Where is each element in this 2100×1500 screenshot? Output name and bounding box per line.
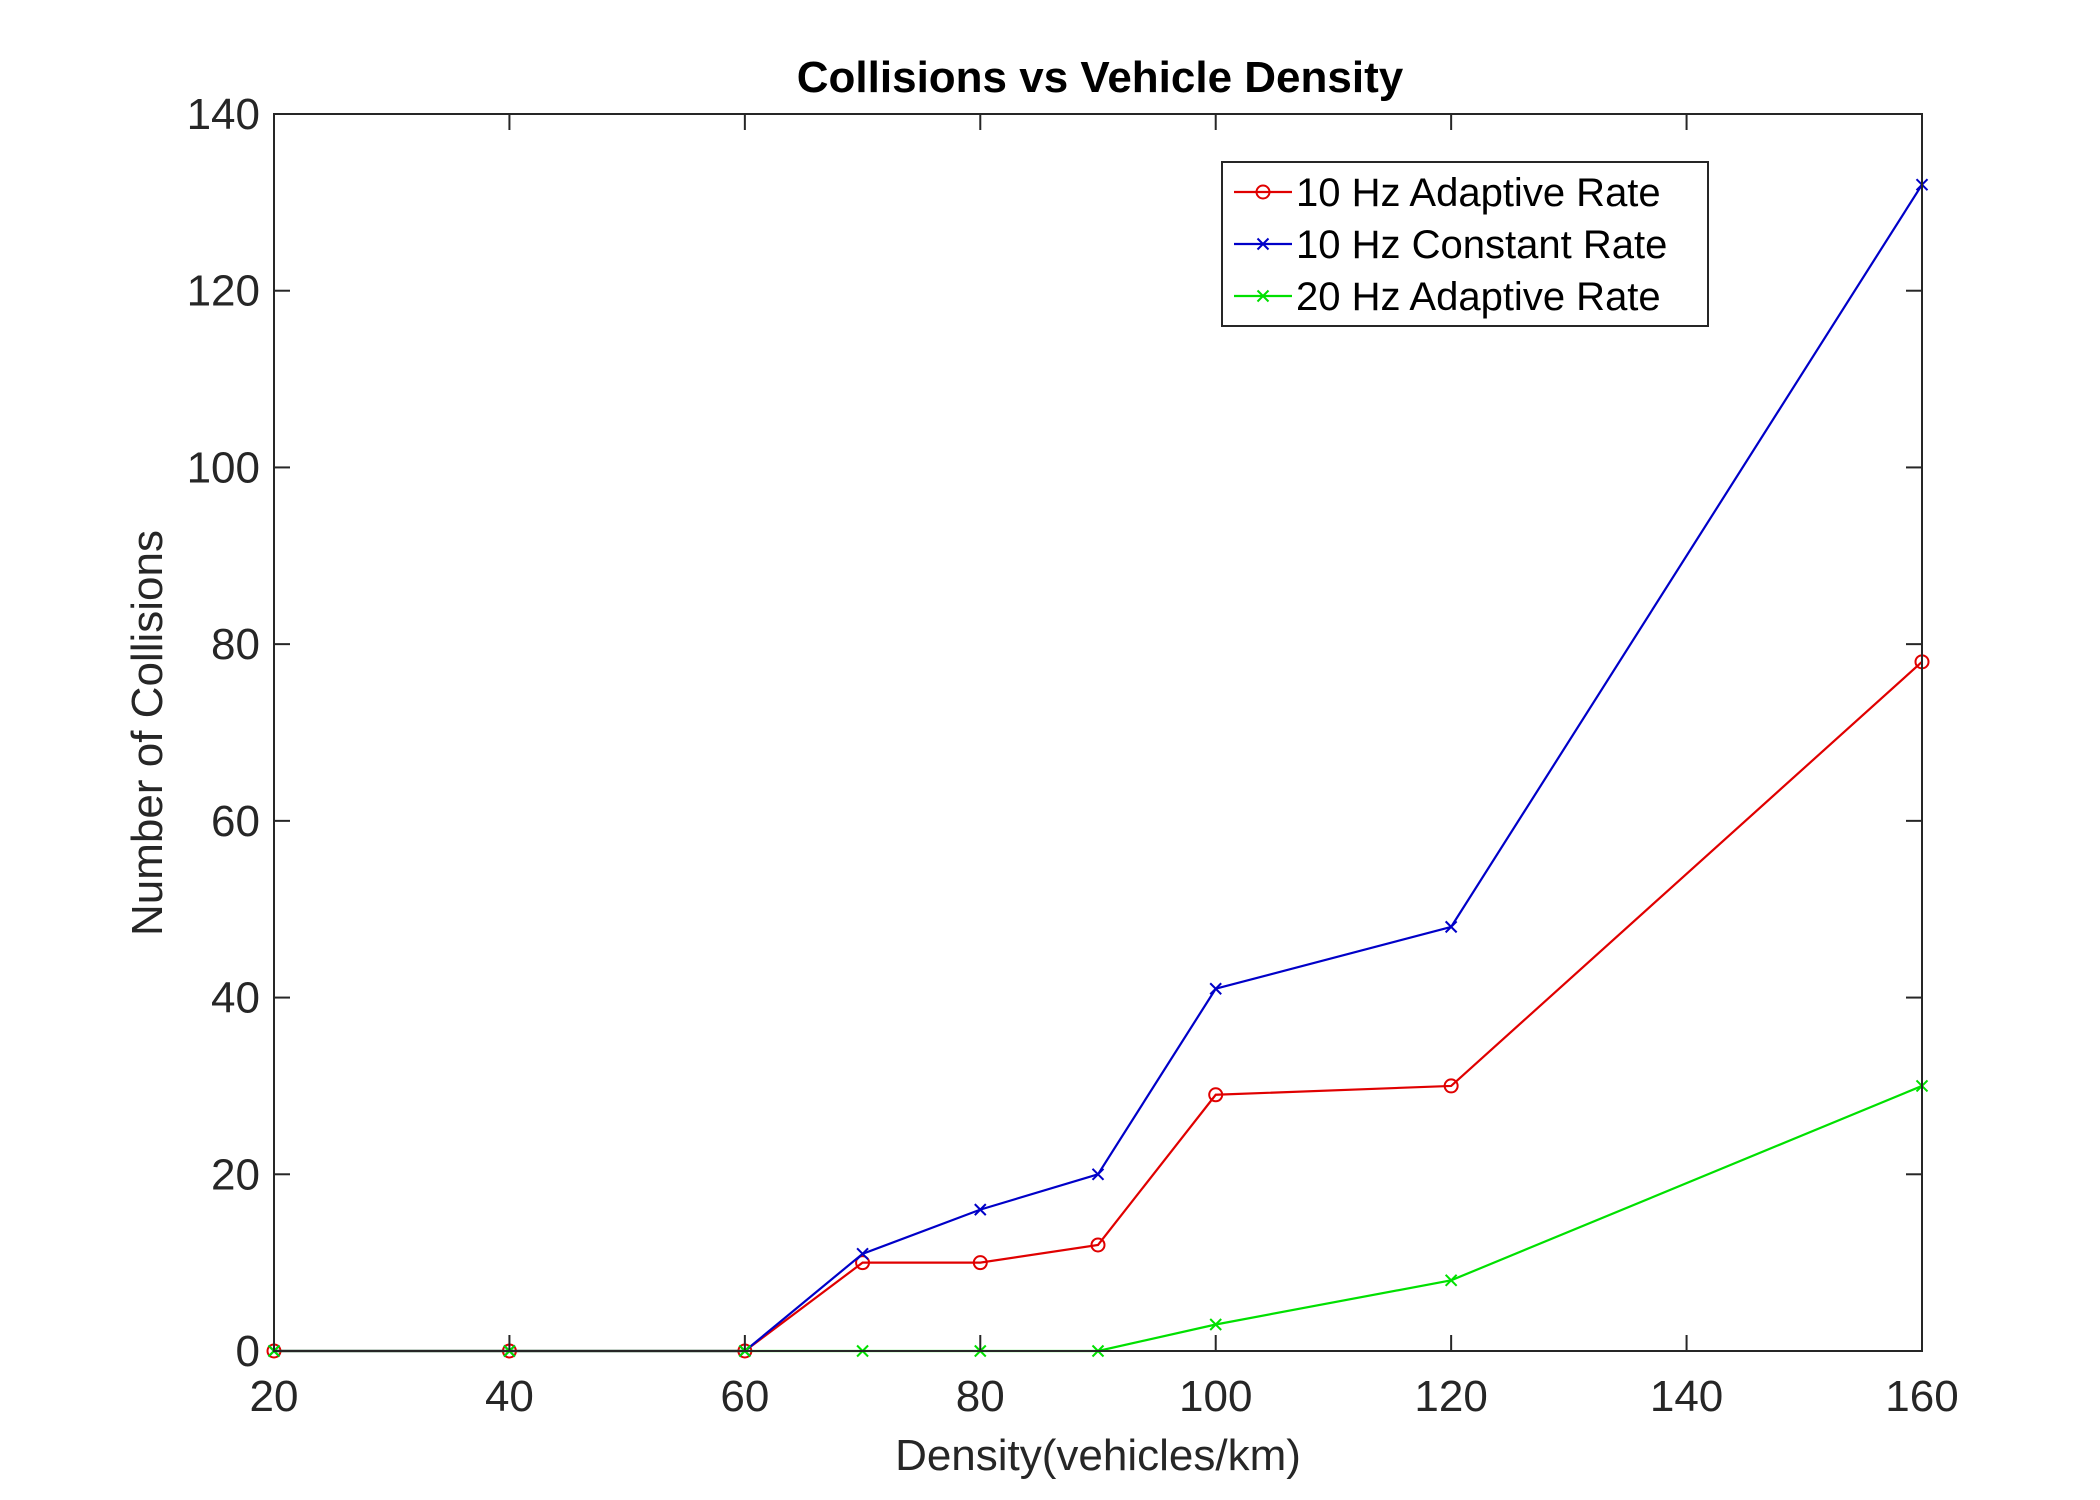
- legend-marker: [1255, 184, 1271, 200]
- y-axis-ticks: 0 20 40 60 80 100 120 140: [187, 90, 1922, 1376]
- x-tick-label: 20: [250, 1372, 299, 1421]
- legend-box: [1221, 161, 1709, 327]
- legend-item: 10 Hz Adaptive Rate: [1234, 171, 1661, 215]
- data-point: [856, 1247, 869, 1261]
- x-tick-label: 60: [720, 1372, 769, 1421]
- data-point: [1444, 1274, 1458, 1287]
- y-tick-label: 100: [187, 443, 260, 492]
- legend-marker: [1256, 289, 1270, 303]
- data-point: [855, 1255, 871, 1271]
- x-axis-ticks: 20 40 60 80 100 120 140 160: [250, 114, 1959, 1421]
- x-tick-label: 40: [485, 1372, 534, 1421]
- y-tick-label: 120: [187, 267, 260, 316]
- legend-label: 10 Hz Constant Rate: [1296, 223, 1667, 267]
- x-tick-label: 140: [1650, 1372, 1723, 1421]
- x-tick-label: 160: [1885, 1372, 1958, 1421]
- data-point: [974, 1203, 987, 1216]
- y-tick-label: 0: [236, 1327, 260, 1376]
- data-point: [1209, 1318, 1222, 1331]
- y-axis-label: Number of Collisions: [123, 530, 172, 936]
- data-point: [1443, 1078, 1459, 1094]
- y-tick-label: 80: [211, 620, 260, 669]
- legend: 10 Hz Adaptive Rate 10 Hz Constant Rate 20…: [1221, 161, 1709, 327]
- data-point: [1444, 920, 1458, 934]
- data-point: [972, 1255, 988, 1271]
- x-tick-label: 100: [1179, 1372, 1252, 1421]
- y-tick-label: 20: [211, 1150, 260, 1199]
- legend-label: 20 Hz Adaptive Rate: [1296, 275, 1661, 319]
- data-point: [1209, 982, 1222, 995]
- x-tick-label: 80: [956, 1372, 1005, 1421]
- plot-frame: [273, 113, 1923, 1352]
- y-tick-label: 60: [211, 797, 260, 846]
- legend-marker: [1256, 237, 1270, 251]
- legend-item: 10 Hz Constant Rate: [1234, 223, 1667, 267]
- data-point: [1090, 1237, 1106, 1253]
- data-point: [1091, 1168, 1105, 1181]
- data-point: [1208, 1087, 1224, 1103]
- y-tick-label: 140: [187, 90, 260, 139]
- x-tick-label: 120: [1414, 1372, 1487, 1421]
- legend-label: 10 Hz Adaptive Rate: [1296, 171, 1661, 215]
- x-axis-label: Density(vehicles/km): [895, 1431, 1301, 1480]
- y-tick-label: 40: [211, 974, 260, 1023]
- legend-item: 20 Hz Adaptive Rate: [1234, 275, 1661, 319]
- chart-title: Collisions vs Vehicle Density: [797, 53, 1404, 102]
